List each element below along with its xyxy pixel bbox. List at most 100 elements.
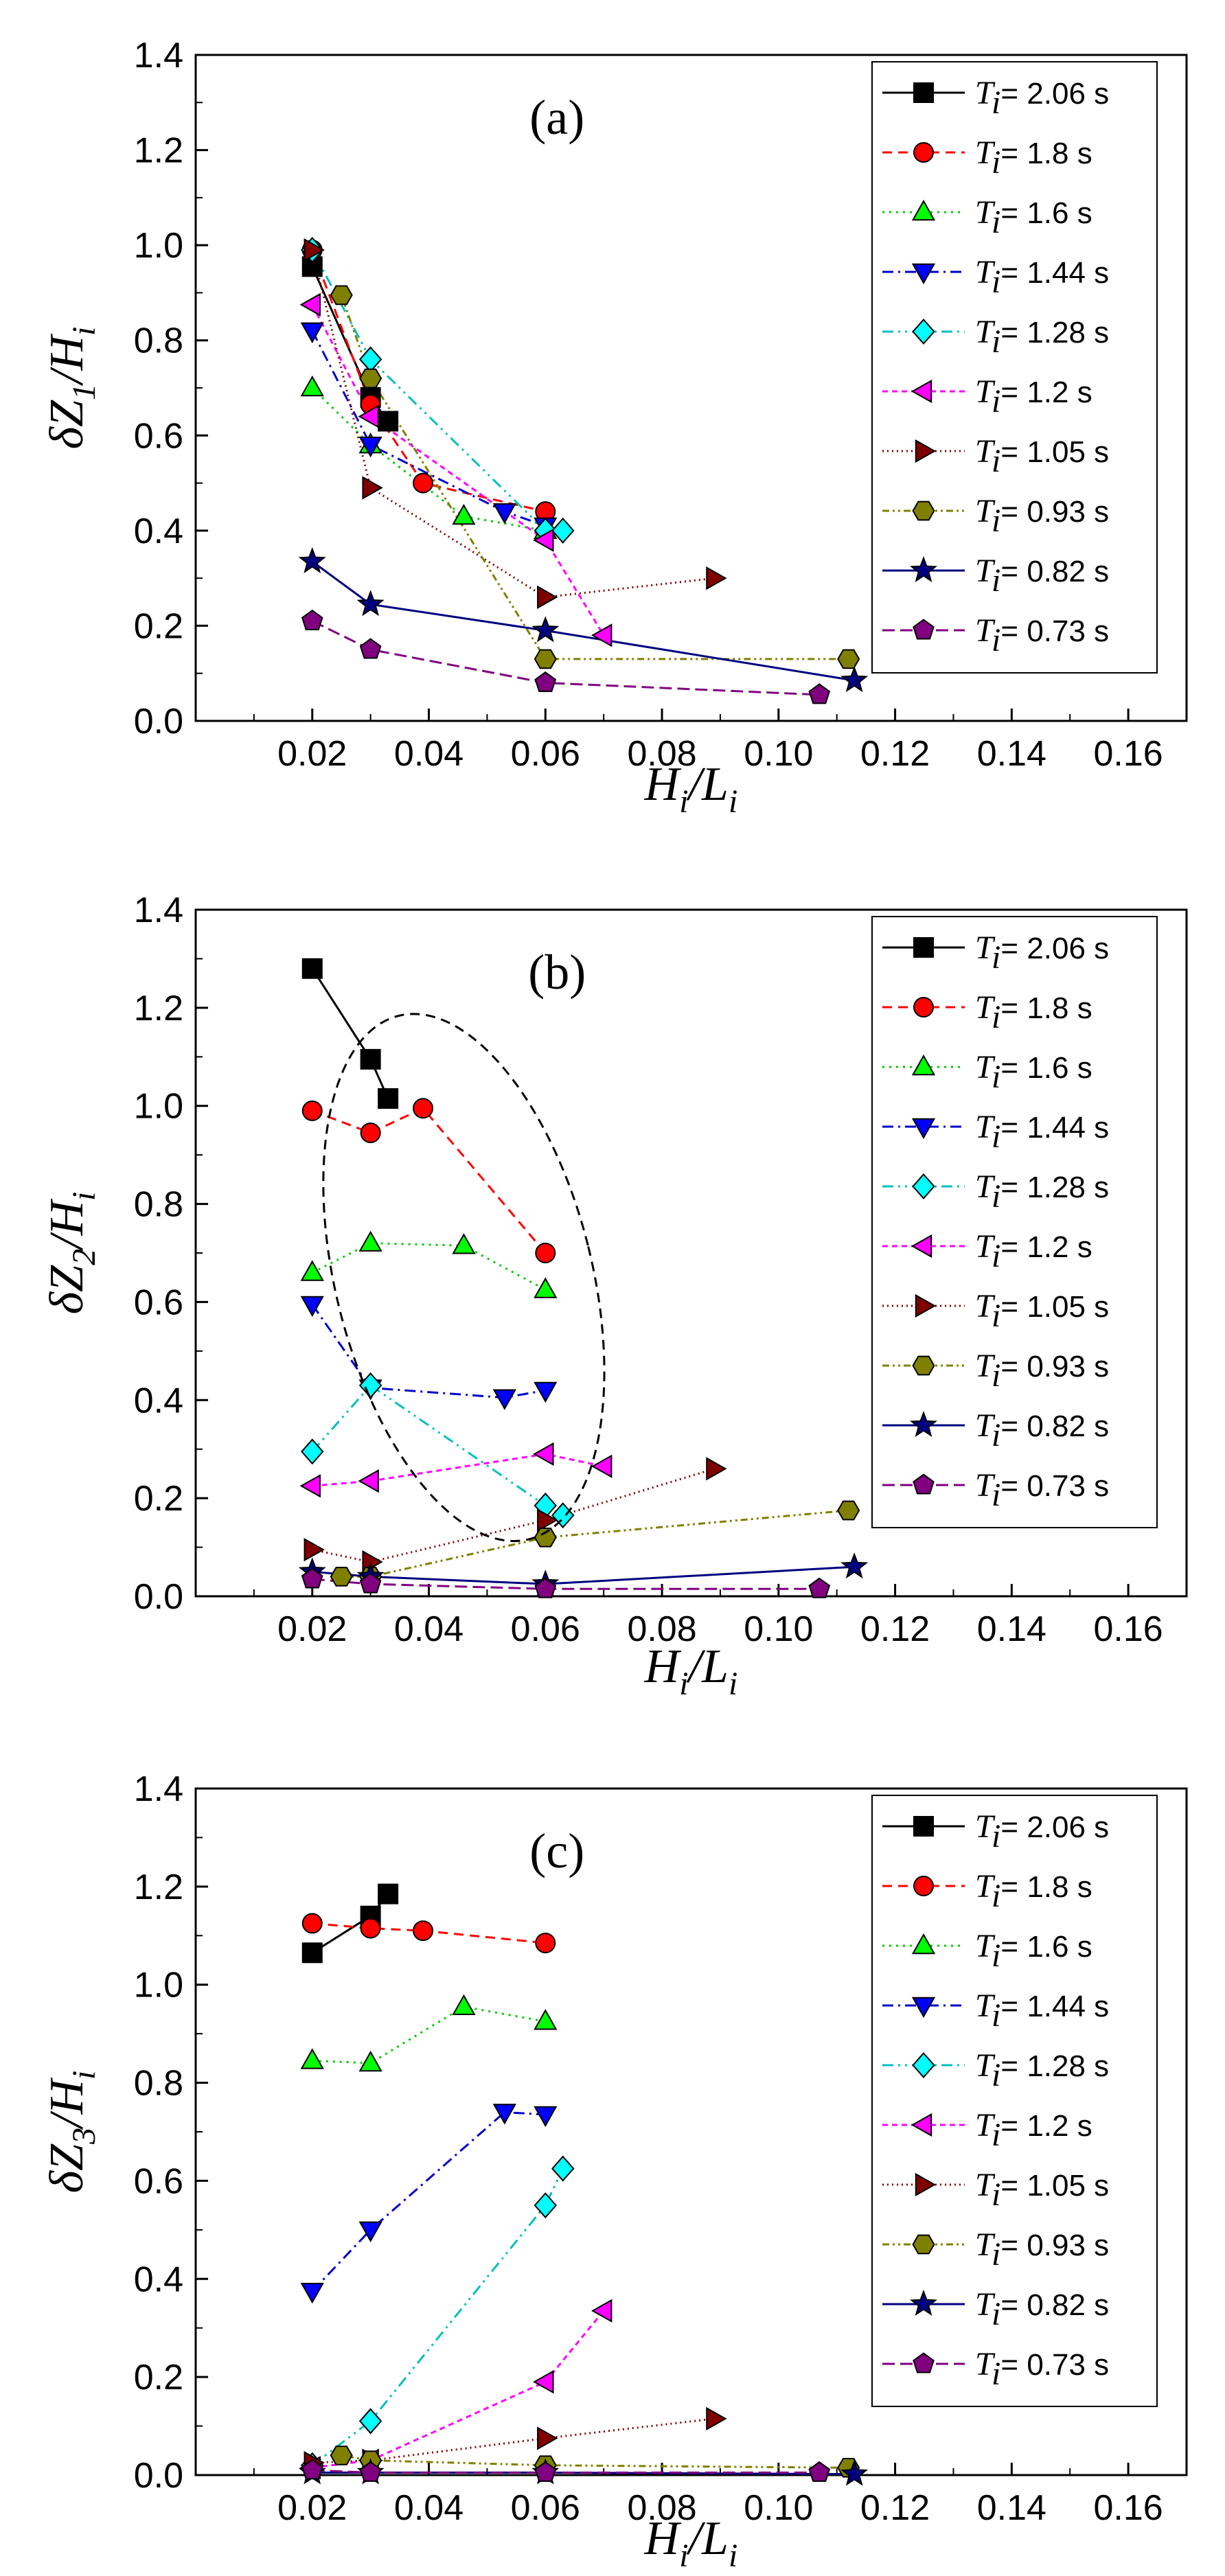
legend-marker	[910, 555, 937, 583]
series-line-093s	[341, 2454, 849, 2469]
legend-item: Ti= 1.6 s	[882, 1928, 1092, 1974]
legend-label: Ti= 1.6 s	[975, 1928, 1092, 1974]
data-point	[591, 2299, 612, 2323]
y-tick-label: 1.4	[134, 36, 183, 76]
legend-marker	[913, 1816, 934, 1837]
data-point	[358, 436, 382, 458]
data-point	[304, 1538, 325, 1562]
legend-label: Ti= 1.28 s	[975, 314, 1109, 360]
legend-item: Ti= 1.28 s	[882, 2047, 1109, 2093]
data-point	[537, 2426, 558, 2450]
data-point	[534, 649, 557, 669]
data-point	[360, 1123, 381, 1143]
x-tick-label: 0.16	[1094, 734, 1163, 774]
legend-item: Ti= 1.8 s	[882, 989, 1092, 1035]
legend-label: Ti= 0.73 s	[975, 612, 1109, 658]
data-point	[413, 1098, 434, 1119]
legend-item: Ti= 0.73 s	[882, 612, 1109, 658]
legend-marker	[913, 619, 935, 640]
legend-label: Ti= 1.44 s	[975, 254, 1109, 300]
data-point	[534, 671, 557, 693]
dashed-ellipse-annotation	[322, 1013, 606, 1543]
y-tick-label: 0.4	[134, 2259, 183, 2299]
data-point	[452, 1233, 476, 1254]
x-tick-label: 0.04	[394, 1609, 463, 1649]
data-point	[301, 1100, 323, 1121]
data-point	[358, 1372, 382, 1399]
data-point	[534, 2192, 558, 2219]
series-line-144s	[311, 1304, 546, 1399]
legend-item: Ti= 1.8 s	[882, 135, 1092, 181]
y-tick-label: 0.6	[134, 2161, 183, 2201]
data-point	[533, 2370, 554, 2394]
panel-label: (b)	[528, 945, 586, 1000]
legend-label: Ti= 1.2 s	[975, 1228, 1092, 1274]
data-point	[534, 1277, 558, 1298]
legend-item: Ti= 2.06 s	[882, 75, 1109, 121]
legend-label: Ti= 1.2 s	[975, 2107, 1092, 2153]
legend-label: Ti= 1.8 s	[975, 989, 1092, 1035]
legend-marker	[912, 2234, 935, 2255]
data-point	[591, 1454, 612, 1478]
data-point	[330, 285, 353, 306]
y-tick-label: 0.2	[134, 2358, 183, 2397]
x-tick-label: 0.02	[277, 1609, 347, 1649]
legend-marker	[913, 1473, 935, 1495]
data-point	[534, 2106, 558, 2128]
data-point	[492, 2104, 516, 2125]
legend-marker	[911, 1234, 932, 1258]
legend-marker	[912, 501, 935, 521]
series-line-206s	[311, 967, 389, 1099]
data-point	[840, 1552, 869, 1579]
series-line-18s	[312, 1922, 546, 1944]
data-point	[808, 683, 831, 704]
data-point	[808, 1577, 831, 1598]
y-tick-label: 0.0	[134, 1577, 183, 1617]
legend-label: Ti= 0.73 s	[975, 2346, 1109, 2392]
series-group	[298, 958, 869, 1598]
series-line-16s	[312, 1242, 547, 1291]
legend-item: Ti= 1.8 s	[882, 1868, 1092, 1914]
data-point	[452, 1994, 476, 2016]
data-point	[300, 1260, 324, 1281]
data-point	[301, 958, 323, 979]
data-point	[706, 2406, 727, 2430]
legend-label: Ti= 1.2 s	[975, 373, 1092, 419]
legend-marker	[912, 1355, 935, 1376]
legend-item: Ti= 1.2 s	[882, 1228, 1092, 1274]
data-point	[706, 1457, 727, 1481]
y-tick-label: 1.0	[134, 226, 183, 266]
legend-item: Ti= 1.05 s	[882, 433, 1109, 479]
series-group	[298, 237, 869, 704]
series-line-082s	[311, 560, 855, 682]
legend-marker	[915, 1293, 937, 1318]
data-point	[413, 472, 434, 494]
chart-panel-1: 0.02 0.04 0.06 0.08 0.10 0.12 0.14 0.16 0.0 0.2 0.…	[41, 36, 1188, 820]
x-tick-label: 0.06	[511, 734, 580, 774]
legend-marker	[911, 2113, 932, 2137]
y-tick-label: 0.8	[134, 2064, 183, 2104]
data-point	[299, 1474, 321, 1498]
data-point	[840, 666, 869, 693]
legend-item: Ti= 0.93 s	[882, 2227, 1109, 2273]
legend-marker	[912, 318, 935, 345]
x-tick-label: 0.12	[860, 2488, 930, 2528]
data-point	[300, 2048, 324, 2069]
legend-marker	[912, 2051, 935, 2079]
legend-marker	[913, 82, 934, 103]
legend-marker	[911, 379, 932, 404]
x-tick-label: 0.02	[277, 2488, 347, 2528]
data-point	[837, 649, 860, 669]
data-point	[358, 404, 379, 428]
chart-panel-3: 0.02 0.04 0.06 0.08 0.10 0.12 0.14 0.16 0.0 0.2 0.…	[41, 1769, 1188, 2574]
data-point	[300, 322, 324, 343]
x-tick-label: 0.12	[860, 1609, 930, 1649]
data-point	[551, 517, 575, 544]
legend-item: Ti= 1.44 s	[882, 1109, 1109, 1155]
y-axis-title: δZ3/Hi	[41, 2071, 102, 2194]
series-line-093s	[340, 295, 849, 660]
x-tick-label: 0.08	[627, 1609, 696, 1649]
data-point	[359, 638, 382, 659]
data-point	[534, 1577, 557, 1598]
